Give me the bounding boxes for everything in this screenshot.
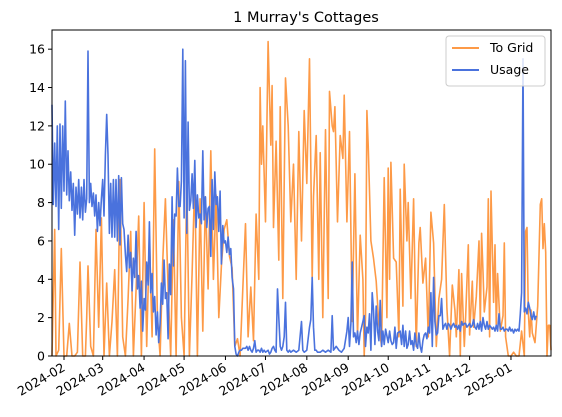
y-tick-label: 8	[37, 195, 45, 210]
series-line-usage	[51, 48, 538, 357]
y-tick-label: 10	[29, 157, 45, 172]
legend-label-to-grid: To Grid	[489, 40, 533, 55]
y-tick-label: 2	[37, 310, 45, 325]
chart-title: 1 Murray's Cottages	[233, 10, 379, 26]
y-axis: 0 2 4 6 8 10 12 14 16	[29, 42, 52, 364]
y-tick-label: 0	[37, 349, 45, 364]
y-tick-label: 12	[29, 118, 45, 133]
y-tick-label: 4	[37, 272, 45, 287]
legend-label-usage: Usage	[490, 62, 529, 77]
y-tick-label: 14	[29, 80, 45, 95]
legend: To Grid Usage	[445, 35, 546, 87]
y-tick-label: 16	[29, 42, 45, 57]
y-tick-label: 6	[37, 233, 45, 248]
series-layer	[51, 40, 552, 357]
series-line-to-grid	[51, 40, 552, 357]
plot-area	[51, 29, 552, 357]
plot-frame	[51, 29, 552, 357]
